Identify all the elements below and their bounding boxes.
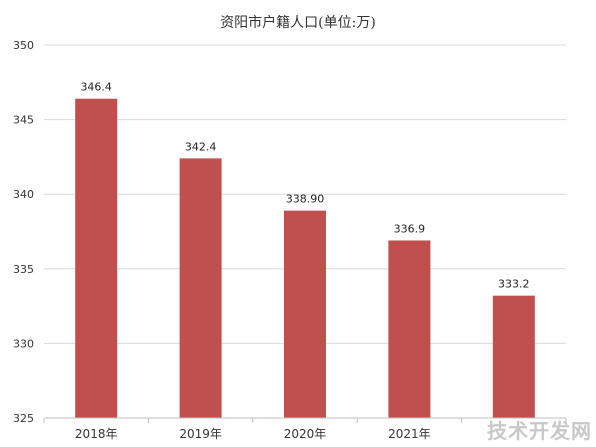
y-tick-label: 345 [13, 114, 34, 127]
data-label: 346.4 [80, 81, 112, 94]
y-tick-label: 325 [13, 412, 34, 425]
watermark: 技术开发网 [487, 419, 592, 443]
x-tick-label: 2021年 [388, 427, 431, 441]
bar [284, 210, 326, 418]
bars [75, 98, 535, 418]
data-label: 333.2 [498, 278, 530, 291]
axes: 325 330 335 340 345 350 2018年 2019年 2020年 2021年 [13, 39, 567, 441]
x-tick-label: 2019年 [179, 427, 222, 441]
y-tick-label: 340 [13, 188, 34, 201]
bar [179, 158, 222, 418]
chart-title: 资阳市户籍人口(单位:万) [220, 15, 376, 31]
x-tick-label: 2020年 [284, 427, 327, 441]
data-label: 342.4 [185, 140, 217, 153]
y-tick-label: 350 [13, 39, 34, 52]
x-tick-label: 2018年 [75, 427, 118, 441]
bar [75, 98, 118, 418]
y-tick-label: 330 [13, 337, 34, 350]
y-tick-label: 335 [13, 263, 34, 276]
bar [492, 295, 535, 418]
data-label: 336.9 [394, 222, 426, 235]
bar [388, 240, 431, 418]
data-label: 338.90 [286, 193, 325, 206]
data-labels: 346.4 342.4 338.90 336.9 333.2 [80, 81, 529, 291]
